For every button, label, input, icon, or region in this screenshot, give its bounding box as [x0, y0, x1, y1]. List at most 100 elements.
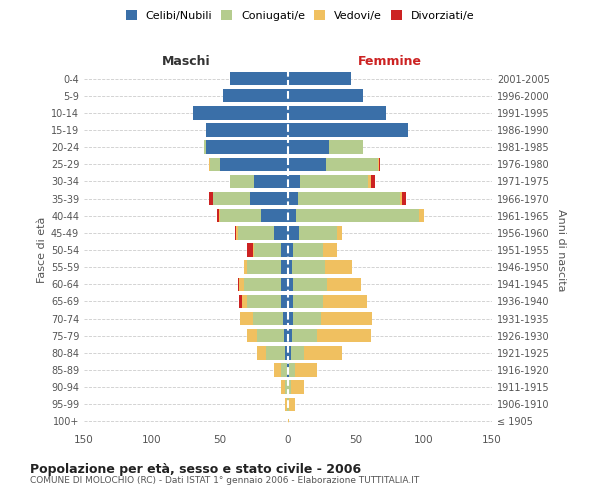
Bar	[257, 346, 266, 360]
Bar	[288, 226, 299, 239]
Bar	[253, 312, 283, 326]
Bar	[220, 158, 288, 171]
Bar	[257, 329, 284, 342]
Bar	[304, 346, 343, 360]
Bar	[274, 364, 281, 376]
Bar	[288, 294, 293, 308]
Bar	[213, 192, 250, 205]
Bar	[242, 294, 247, 308]
Bar	[292, 329, 317, 342]
Bar	[288, 414, 289, 428]
Bar	[230, 174, 254, 188]
Bar	[223, 89, 288, 102]
Bar	[247, 329, 257, 342]
Y-axis label: Anni di nascita: Anni di nascita	[556, 209, 566, 291]
Bar	[235, 226, 236, 239]
Bar	[247, 294, 281, 308]
Bar	[283, 312, 288, 326]
Text: Femmine: Femmine	[358, 56, 422, 68]
Bar	[238, 226, 274, 239]
Bar	[300, 174, 368, 188]
Bar	[247, 260, 281, 274]
Bar	[323, 244, 337, 256]
Bar	[295, 364, 317, 376]
Bar	[261, 209, 288, 222]
Bar	[317, 329, 371, 342]
Bar	[292, 260, 325, 274]
Bar	[281, 294, 288, 308]
Bar	[288, 398, 289, 411]
Bar	[230, 72, 288, 86]
Bar	[299, 226, 337, 239]
Bar	[281, 380, 285, 394]
Bar	[378, 158, 379, 171]
Bar	[288, 192, 298, 205]
Bar	[320, 312, 373, 326]
Bar	[291, 346, 304, 360]
Bar	[250, 192, 288, 205]
Bar	[289, 398, 295, 411]
Bar	[288, 106, 386, 120]
Bar	[288, 260, 292, 274]
Bar	[241, 312, 253, 326]
Bar	[419, 209, 424, 222]
Bar	[288, 329, 292, 342]
Bar	[287, 398, 288, 411]
Text: COMUNE DI MOLOCHIO (RC) - Dati ISTAT 1° gennaio 2006 - Elaborazione TUTTITALIA.I: COMUNE DI MOLOCHIO (RC) - Dati ISTAT 1° …	[30, 476, 419, 485]
Bar	[288, 244, 293, 256]
Bar	[293, 312, 320, 326]
Bar	[244, 260, 247, 274]
Bar	[298, 192, 400, 205]
Bar	[253, 244, 254, 256]
Bar	[400, 192, 402, 205]
Bar	[281, 244, 288, 256]
Bar	[193, 106, 288, 120]
Bar	[209, 158, 211, 171]
Bar	[329, 140, 363, 154]
Bar	[293, 278, 328, 291]
Bar	[325, 260, 352, 274]
Bar	[239, 278, 244, 291]
Bar	[217, 209, 218, 222]
Y-axis label: Fasce di età: Fasce di età	[37, 217, 47, 283]
Bar	[288, 364, 289, 376]
Bar	[368, 174, 371, 188]
Bar	[288, 89, 363, 102]
Bar	[254, 174, 288, 188]
Bar	[296, 209, 419, 222]
Bar	[285, 398, 287, 411]
Bar	[288, 158, 326, 171]
Bar	[281, 278, 288, 291]
Bar	[288, 346, 291, 360]
Bar	[293, 244, 323, 256]
Text: Popolazione per età, sesso e stato civile - 2006: Popolazione per età, sesso e stato civil…	[30, 462, 361, 475]
Bar	[379, 158, 380, 171]
Bar	[244, 278, 281, 291]
Bar	[289, 364, 295, 376]
Bar	[239, 294, 242, 308]
Bar	[285, 346, 288, 360]
Bar	[206, 140, 288, 154]
Bar	[254, 244, 281, 256]
Bar	[288, 140, 329, 154]
Bar	[326, 158, 378, 171]
Bar	[284, 329, 288, 342]
Bar	[218, 209, 220, 222]
Bar	[293, 294, 323, 308]
Bar	[291, 380, 304, 394]
Bar	[371, 174, 375, 188]
Bar	[287, 364, 288, 376]
Bar	[288, 174, 300, 188]
Bar	[238, 278, 239, 291]
Bar	[209, 192, 213, 205]
Bar	[281, 364, 287, 376]
Bar	[211, 158, 220, 171]
Bar	[328, 278, 361, 291]
Bar	[220, 209, 261, 222]
Bar	[274, 226, 288, 239]
Bar	[402, 192, 406, 205]
Legend: Celibi/Nubili, Coniugati/e, Vedovi/e, Divorziati/e: Celibi/Nubili, Coniugati/e, Vedovi/e, Di…	[124, 8, 476, 23]
Bar	[288, 380, 291, 394]
Bar	[323, 294, 367, 308]
Bar	[288, 72, 350, 86]
